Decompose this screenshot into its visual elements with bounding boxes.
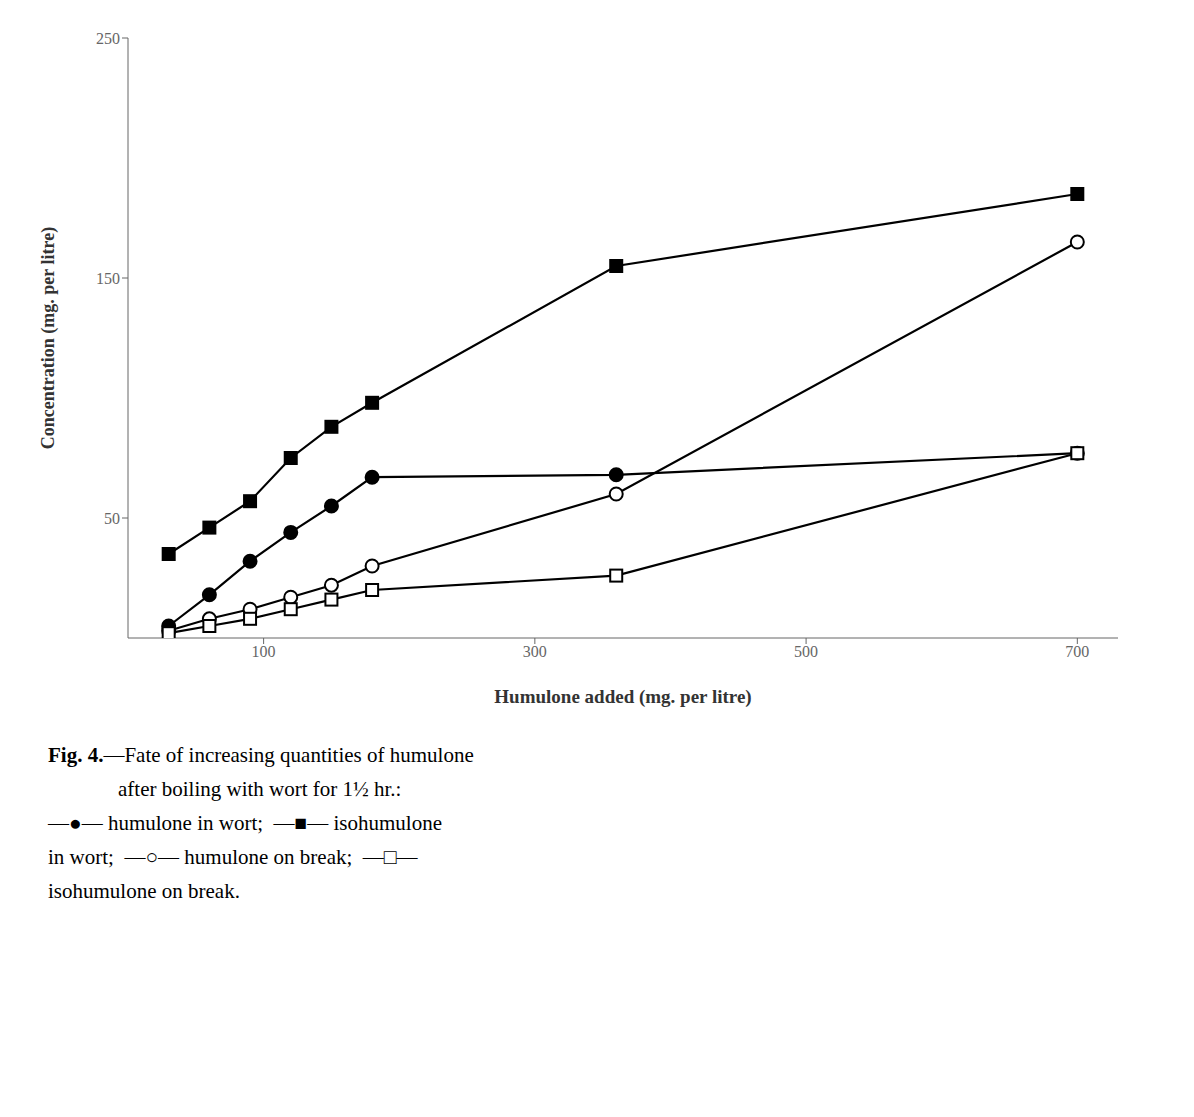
svg-text:Humulone added (mg. per litre): Humulone added (mg. per litre) [494, 686, 751, 708]
html-text:in wort; —○— humulone on break: in wort; —○— humulone on break; —□— [48, 845, 418, 869]
html-text:isohumulone on break.: isohumulone on break. [48, 879, 240, 903]
svg-text:50: 50 [104, 510, 120, 527]
svg-text:250: 250 [96, 30, 120, 47]
html-text:after boiling with wort for 1½: after boiling with wort for 1½ hr.: [118, 777, 402, 801]
html-text:—●— humulone in wort; —■— isoh: —●— humulone in wort; —■— isohumulone [48, 811, 442, 835]
svg-text:100: 100 [252, 643, 276, 660]
svg-text:700: 700 [1065, 643, 1089, 660]
svg-text:150: 150 [96, 270, 120, 287]
svg-text:Concentration (mg. per litre): Concentration (mg. per litre) [38, 227, 59, 449]
svg-text:500: 500 [794, 643, 818, 660]
svg-text:300: 300 [523, 643, 547, 660]
html-text:Fig. 4. —Fate of increasing qu: Fig. 4. —Fate of increasing quantities o… [48, 743, 474, 767]
